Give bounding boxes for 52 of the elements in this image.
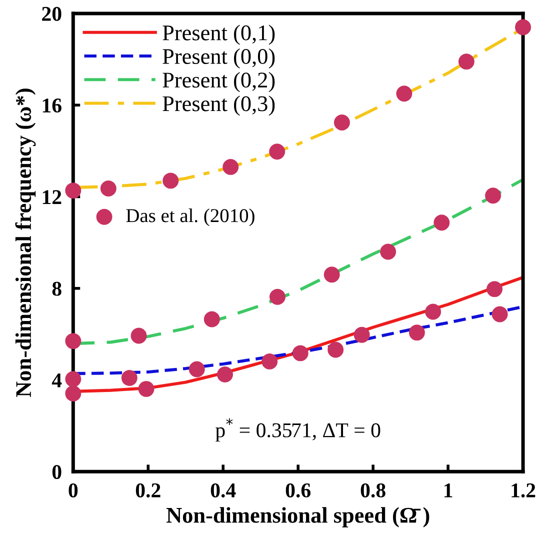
point [396, 86, 412, 102]
point [334, 114, 350, 130]
point [65, 371, 82, 388]
y-tick-label: 8 [52, 282, 62, 296]
annotation: p$^{*}$ = 0.3571, ΔT = 0 [216, 418, 380, 442]
y-tick-label: 12 [42, 190, 62, 204]
point [100, 180, 116, 196]
point [485, 188, 502, 204]
point [204, 311, 220, 328]
x-tick-label: 1 [444, 483, 452, 498]
point [65, 386, 82, 402]
legend-label: Das et al. (2010) [126, 208, 254, 226]
point [425, 304, 442, 320]
point [486, 281, 503, 298]
x-tick-label: 0.8 [360, 483, 386, 498]
point [65, 182, 82, 199]
point [138, 380, 154, 397]
legend-label: Present (0,0) [162, 48, 275, 68]
point [292, 345, 308, 362]
point [324, 266, 340, 283]
x-tick-label: 0.4 [210, 483, 236, 498]
point [262, 353, 278, 370]
point [328, 342, 344, 358]
point [188, 361, 205, 378]
point [130, 328, 147, 344]
x-tick-label: 0.2 [136, 483, 160, 498]
x-tick-label: 1.2 [512, 483, 536, 498]
point [458, 54, 474, 70]
y-tick-label: 16 [42, 98, 62, 113]
point [492, 306, 508, 322]
x-axis-title: Non-dimensional speed (Ω̄ ) [166, 507, 430, 528]
point [65, 333, 82, 350]
x-tick-label: 0.6 [286, 483, 311, 498]
point [217, 366, 233, 382]
point [515, 19, 532, 36]
y-axis-title: Non-dimensional frequency (ω*) [15, 88, 36, 397]
legend-label: Present (0,2) [162, 72, 275, 92]
legend-label: Present (0,3) [162, 96, 275, 116]
legend-label: Present (0,1) [162, 24, 275, 45]
point [354, 326, 370, 343]
point [222, 158, 239, 175]
x-tick-label: 0 [68, 483, 78, 498]
point [269, 144, 286, 160]
y-tick-label: 20 [42, 6, 62, 21]
point [434, 214, 450, 231]
point [408, 324, 425, 341]
y-tick-label: 0 [52, 465, 62, 480]
point [270, 288, 286, 305]
point [121, 370, 138, 386]
point [380, 244, 396, 260]
point [162, 172, 179, 189]
y-tick-label: 4 [52, 374, 62, 388]
